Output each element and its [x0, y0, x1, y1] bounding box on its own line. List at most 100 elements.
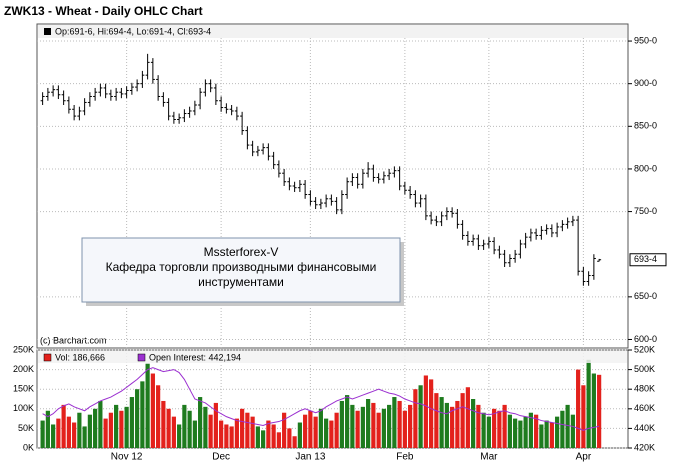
volume-bar	[276, 432, 281, 448]
volume-bar	[234, 418, 239, 448]
volume-bar	[355, 410, 360, 448]
ohlc-bar	[476, 234, 481, 250]
ohlc-bar	[276, 160, 281, 178]
volume-bar	[371, 402, 376, 448]
ohlc-bar	[576, 215, 581, 276]
ohlc-bar	[51, 85, 56, 97]
ohlc-bar	[334, 197, 339, 215]
volume-bar	[408, 404, 413, 448]
annotation-line: инструментами	[198, 275, 284, 289]
ohlc-bar	[198, 87, 203, 110]
volume-bar	[497, 410, 502, 448]
y-tick-label: 600-0	[634, 334, 657, 344]
ohlc-bar	[492, 237, 497, 255]
ohlc-bar	[45, 87, 50, 101]
x-tick-label: Nov 12	[111, 452, 143, 463]
volume-bar	[177, 424, 182, 448]
volume-bar	[387, 404, 392, 448]
ohlc-bar	[66, 96, 71, 114]
ohlc-bar	[376, 173, 381, 184]
ohlc-bar	[381, 171, 386, 184]
ohlc-bar	[245, 126, 250, 150]
y2-tick-label: 520K	[634, 344, 655, 354]
y-tick-label: 50K	[18, 423, 34, 433]
x-tick-label: Dec	[212, 452, 230, 463]
volume-bar	[339, 400, 344, 448]
ohlc-bar	[161, 92, 166, 107]
ohlc-bar	[98, 83, 103, 97]
y2-tick-label: 480K	[634, 384, 655, 394]
volume-bar	[219, 420, 224, 448]
ohlc-bar	[345, 177, 350, 199]
volume-bar	[61, 404, 66, 448]
ohlc-bar	[229, 105, 234, 116]
ohlc-bar	[250, 140, 255, 157]
volume-bar	[366, 399, 371, 448]
volume-bar	[502, 404, 507, 448]
credit: (c) Barchart.com	[40, 335, 107, 345]
x-tick-label: Jan 13	[295, 452, 325, 463]
volume-bar	[565, 404, 570, 448]
ohlc-bar	[366, 162, 371, 178]
y-tick-label: 250K	[13, 344, 34, 354]
volume-bar	[224, 424, 229, 448]
ohlc-bar	[124, 86, 129, 99]
volume-bar	[292, 436, 297, 448]
ohlc-bar	[93, 87, 98, 101]
volume-bar	[198, 397, 203, 448]
volume-bar	[534, 414, 539, 448]
ohlc-bar	[282, 168, 287, 186]
ohlc-bar	[203, 79, 208, 97]
ohlc-bar	[150, 58, 155, 84]
volume-bar	[297, 422, 302, 448]
volume-bar	[492, 408, 497, 448]
ohlc-bar	[560, 220, 565, 232]
volume-bar	[313, 416, 318, 448]
ohlc-bar	[255, 145, 260, 157]
volume-bar	[213, 402, 218, 448]
ohlc-bar	[434, 215, 439, 227]
volume-bar	[72, 422, 77, 448]
volume-bar	[486, 416, 491, 448]
y2-tick-label: 500K	[634, 364, 655, 374]
volume-bar	[171, 416, 176, 448]
ohlc-bar	[544, 224, 549, 235]
ohlc-bar	[565, 217, 570, 229]
ohlc-bar	[513, 249, 518, 263]
volume-bar	[471, 399, 476, 448]
last-price-box	[629, 253, 667, 267]
ohlc-bar	[439, 211, 444, 227]
ohlc-bar	[518, 239, 523, 259]
ohlc-bar	[40, 92, 45, 105]
ohlc-bar	[523, 232, 528, 249]
ohlc-bar	[586, 271, 591, 286]
volume-bar	[282, 412, 287, 448]
ohlc-bar	[114, 87, 119, 101]
ohlc-bar	[387, 168, 392, 181]
volume-bar	[528, 412, 533, 448]
volume-bar	[513, 418, 518, 448]
ohlc-bar	[549, 224, 554, 238]
last-price-label: 693-4	[634, 254, 657, 264]
volume-bar	[581, 385, 586, 448]
annotation-box	[81, 237, 401, 303]
ohlc-bar	[140, 70, 145, 88]
volume-bar	[591, 373, 596, 448]
ohlc-bar	[156, 75, 161, 101]
volume-bar	[66, 416, 71, 448]
ohlc-bar	[219, 96, 224, 112]
volume-bar	[182, 404, 187, 448]
volume-bar	[350, 404, 355, 448]
volume-bar	[439, 397, 444, 448]
volume-bar	[51, 424, 56, 448]
volume-bar	[303, 414, 308, 448]
legend-label: Vol: 186,666	[55, 352, 105, 362]
volume-bar	[376, 412, 381, 448]
ohlc-bar	[129, 82, 134, 95]
y2-tick-label: 420K	[634, 442, 655, 452]
volume-bar	[93, 408, 98, 448]
volume-bar	[287, 428, 292, 448]
ohlc-bar	[502, 249, 507, 267]
volume-bar	[192, 420, 197, 448]
ohlc-bar	[77, 106, 82, 121]
